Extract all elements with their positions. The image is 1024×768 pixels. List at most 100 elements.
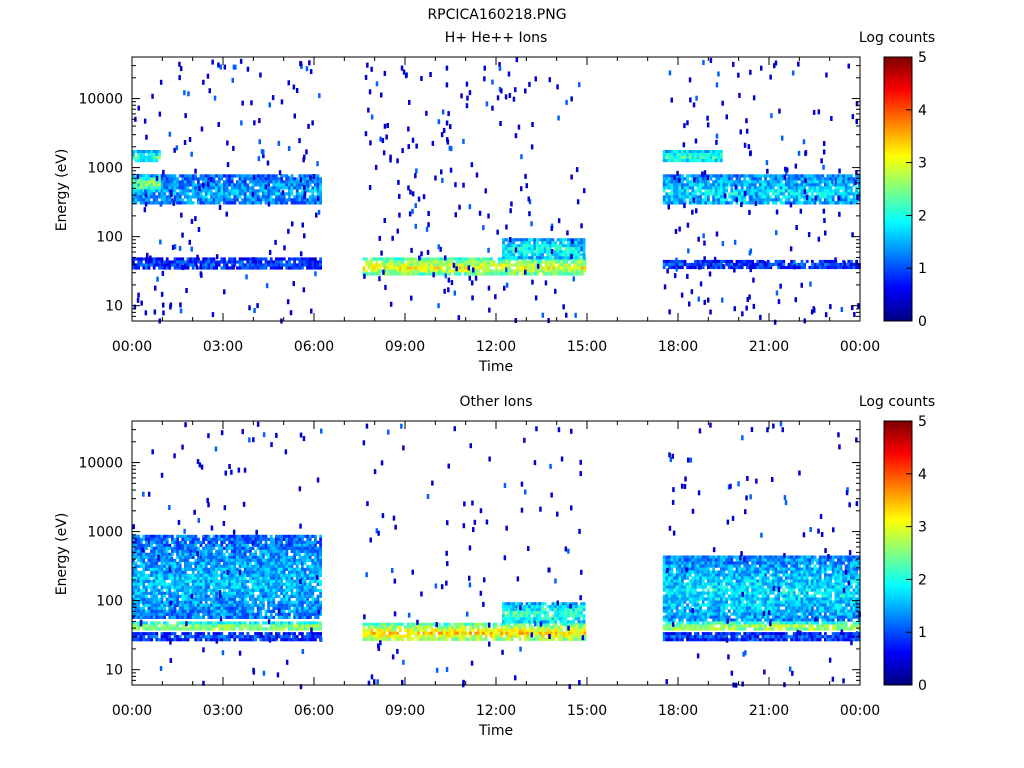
count-cell [236, 600, 239, 604]
count-cell [821, 259, 825, 264]
count-cell [370, 260, 374, 264]
count-cell [458, 272, 462, 276]
count-cell [556, 256, 560, 260]
count-cell [165, 537, 169, 541]
count-cell [743, 201, 747, 205]
count-cell [681, 183, 684, 189]
count-cell [282, 588, 286, 592]
count-cell [578, 263, 582, 267]
count-cell [212, 570, 216, 574]
count-cell [798, 262, 801, 267]
count-cell [277, 534, 281, 538]
count-cell [714, 150, 718, 154]
count-cell [215, 261, 218, 267]
count-cell [158, 567, 161, 571]
count-cell [272, 543, 276, 547]
count-cell [681, 150, 684, 154]
count-cell [194, 546, 198, 550]
count-cell [280, 609, 283, 613]
count-cell [764, 265, 767, 270]
count-cell [194, 564, 198, 568]
count-cell [212, 591, 216, 595]
count-cell [218, 204, 222, 210]
count-cell [145, 546, 148, 550]
count-cell [800, 183, 804, 187]
count-cell [275, 603, 278, 607]
count-cell [230, 591, 234, 595]
count-cell [675, 180, 679, 184]
count-cell [137, 615, 140, 619]
count-cell [184, 189, 187, 193]
count-cell [259, 600, 263, 604]
count-cell [479, 272, 483, 276]
count-cell [233, 186, 237, 190]
count-cell [709, 259, 713, 264]
count-cell [498, 65, 502, 71]
count-cell [189, 579, 192, 583]
count-cell [181, 612, 185, 616]
count-cell [240, 120, 243, 126]
count-cell [707, 180, 710, 184]
count-cell [215, 585, 218, 589]
count-cell [293, 266, 296, 270]
count-cell [526, 263, 530, 267]
count-cell [285, 588, 289, 592]
count-cell [169, 304, 172, 310]
count-cell [813, 189, 817, 193]
count-cell [548, 253, 552, 257]
count-cell [409, 263, 413, 267]
count-cell [402, 69, 406, 75]
count-cell [202, 615, 205, 619]
count-cell [189, 591, 192, 595]
count-cell [147, 534, 151, 538]
count-cell [199, 561, 203, 565]
count-cell [202, 198, 205, 202]
count-cell [215, 558, 218, 562]
count-cell [134, 567, 138, 571]
count-cell [834, 257, 837, 263]
count-cell [163, 606, 166, 610]
count-cell [258, 139, 261, 145]
count-cell [411, 266, 415, 270]
count-cell [225, 198, 229, 202]
count-cell [368, 89, 372, 95]
count-cell [243, 609, 247, 613]
count-cell [145, 543, 148, 547]
count-cell [319, 192, 322, 196]
count-cell [670, 159, 674, 163]
count-cell [223, 201, 226, 205]
count-cell [474, 272, 478, 276]
count-cell [191, 186, 195, 190]
count-cell [285, 186, 289, 190]
count-cell [307, 123, 310, 129]
count-cell [142, 543, 146, 547]
count-cell [533, 253, 537, 257]
count-cell [150, 156, 153, 160]
count-cell [538, 238, 542, 242]
count-cell [498, 62, 501, 68]
count-cell [795, 183, 799, 187]
count-cell [720, 156, 723, 160]
count-cell [319, 183, 322, 187]
count-cell [249, 576, 252, 580]
count-cell [215, 201, 218, 205]
count-cell [178, 552, 182, 556]
count-cell [223, 582, 226, 586]
count-cell [714, 156, 718, 160]
count-cell [134, 573, 138, 577]
count-cell [476, 269, 480, 273]
count-cell [194, 600, 198, 604]
count-cell [277, 186, 281, 190]
count-cell [139, 609, 143, 613]
count-cell [145, 591, 148, 595]
count-cell [178, 615, 182, 619]
count-cell [233, 567, 237, 571]
count-cell [702, 233, 705, 239]
count-cell [168, 585, 172, 589]
count-cell [243, 198, 247, 202]
count-cell [795, 189, 799, 193]
count-cell [800, 262, 804, 267]
count-cell [541, 244, 544, 248]
count-cell [171, 186, 174, 190]
count-cell [735, 174, 739, 178]
